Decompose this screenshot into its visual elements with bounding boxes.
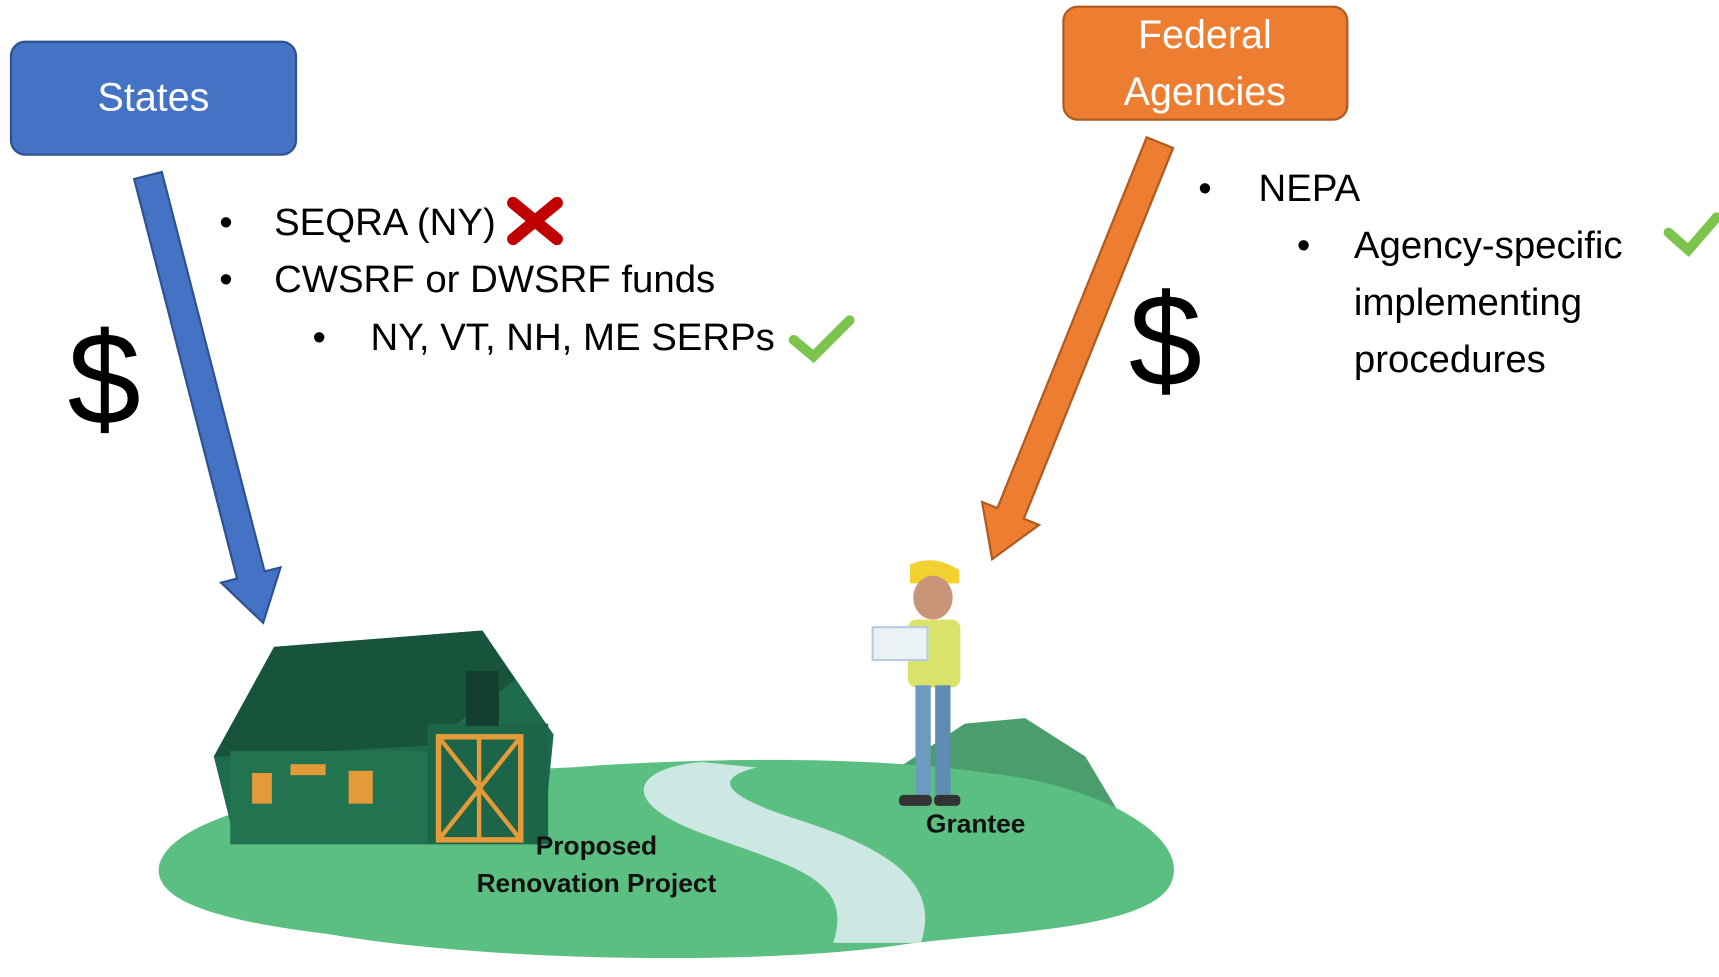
states-arrow <box>134 172 280 623</box>
check-icon <box>1669 217 1717 250</box>
bullet-text: NEPA <box>1259 167 1361 210</box>
barn <box>214 630 554 844</box>
scene <box>159 560 1174 958</box>
bullet: • <box>1198 167 1211 210</box>
bullet-text: SEQRA (NY) <box>274 201 496 244</box>
bullet: • <box>1297 224 1310 267</box>
page: States $ • SEQRA (NY) • CWSRF or DWSRF f… <box>0 0 1719 977</box>
bullet: • <box>219 258 232 301</box>
federal-label: Agencies <box>1124 70 1286 114</box>
diagram: States $ • SEQRA (NY) • CWSRF or DWSRF f… <box>0 0 1719 977</box>
project-label: Proposed <box>536 830 657 860</box>
check-icon <box>794 320 850 356</box>
bullet-text: Agency-specific <box>1354 224 1623 267</box>
bullet: • <box>312 316 325 359</box>
federal-label: Federal <box>1138 13 1272 57</box>
cross-icon <box>513 203 557 239</box>
bullet: • <box>219 201 232 244</box>
bullet-text: NY, VT, NH, ME SERPs <box>371 316 775 359</box>
grantee-label: Grantee <box>926 809 1025 839</box>
states-label: States <box>98 75 210 119</box>
dollar-sign: $ <box>68 305 141 452</box>
bullet-text: implementing <box>1354 281 1582 324</box>
bullet-text: procedures <box>1354 338 1546 381</box>
project-label: Renovation Project <box>477 868 717 898</box>
dollar-sign: $ <box>1129 267 1202 414</box>
bullet-text: CWSRF or DWSRF funds <box>274 258 715 301</box>
